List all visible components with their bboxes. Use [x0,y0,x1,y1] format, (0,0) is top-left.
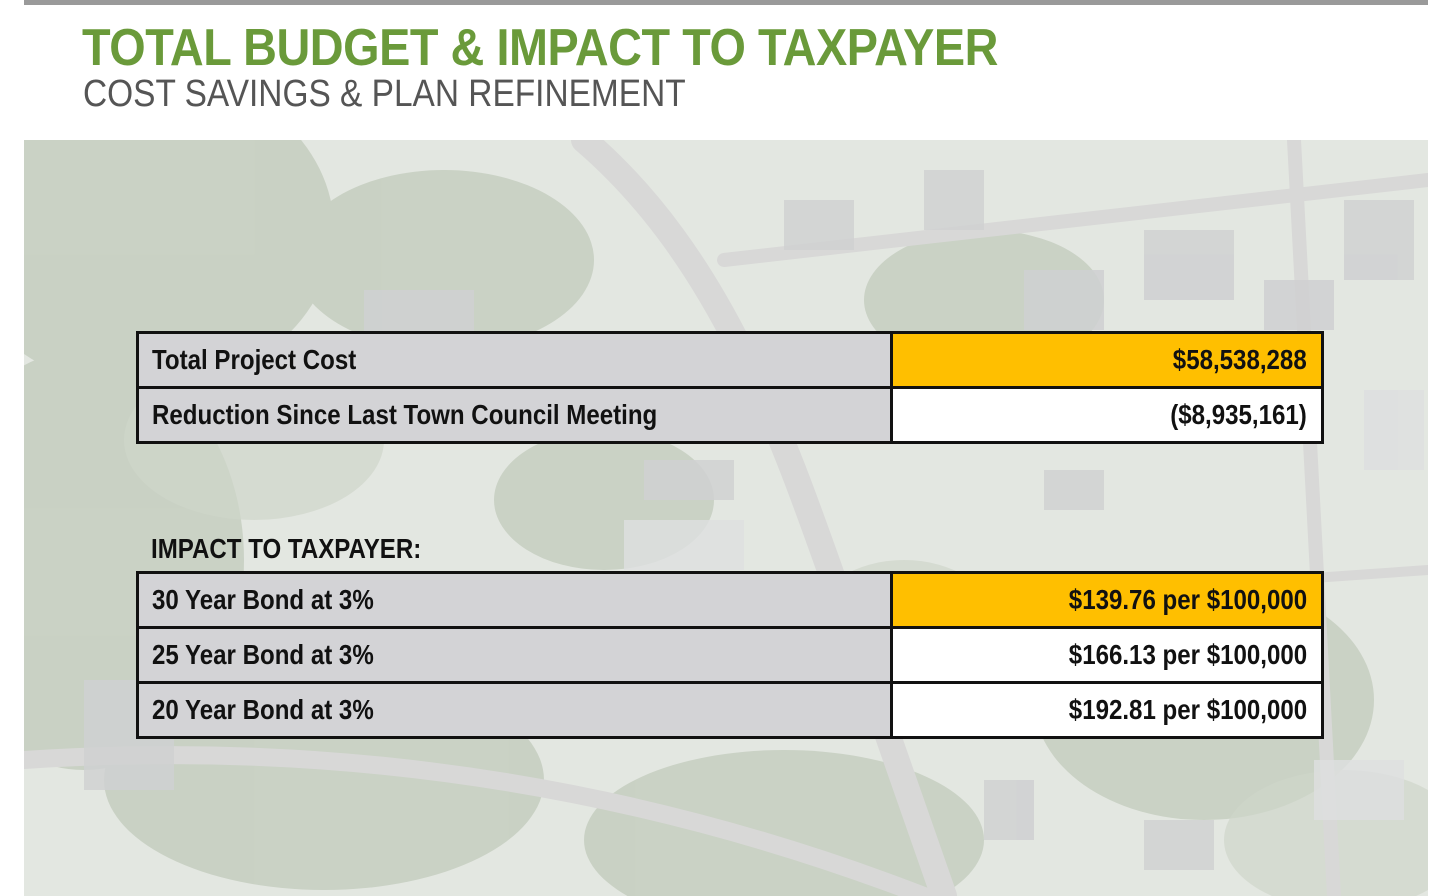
reduction-value: ($8,935,161) [1170,399,1307,430]
row-value-cell: $166.13 per $100,000 [893,629,1321,681]
table-row-25-year-bond: 25 Year Bond at 3% $166.13 per $100,000 [139,629,1321,684]
table-row-20-year-bond: 20 Year Bond at 3% $192.81 per $100,000 [139,684,1321,736]
budget-table: Total Project Cost $58,538,288 Reduction… [136,331,1324,444]
table-row-total-project-cost: Total Project Cost $58,538,288 [139,334,1321,389]
bond-25-label: 25 Year Bond at 3% [152,639,374,670]
table-row-30-year-bond: 30 Year Bond at 3% $139.76 per $100,000 [139,574,1321,629]
row-value-cell: ($8,935,161) [893,389,1321,441]
bond-20-label: 20 Year Bond at 3% [152,694,374,725]
aerial-map-background [24,140,1428,896]
top-rule [24,0,1428,5]
reduction-label: Reduction Since Last Town Council Meetin… [152,399,658,430]
table-row-reduction: Reduction Since Last Town Council Meetin… [139,389,1321,441]
impact-table: 30 Year Bond at 3% $139.76 per $100,000 … [136,571,1324,739]
row-value-cell: $192.81 per $100,000 [893,684,1321,736]
bond-30-label: 30 Year Bond at 3% [152,584,374,615]
map-wash-overlay [24,140,1428,896]
row-value-cell-highlighted: $139.76 per $100,000 [893,574,1321,626]
bond-30-value: $139.76 per $100,000 [1068,584,1307,615]
row-value-cell-highlighted: $58,538,288 [893,334,1321,386]
total-project-cost-label: Total Project Cost [152,344,357,375]
page-title: TOTAL BUDGET & IMPACT TO TAXPAYER [82,19,999,77]
total-project-cost-value: $58,538,288 [1173,344,1307,375]
row-label-cell: 30 Year Bond at 3% [139,574,893,626]
page-subtitle: COST SAVINGS & PLAN REFINEMENT [83,73,686,115]
row-label-cell: 25 Year Bond at 3% [139,629,893,681]
impact-heading: IMPACT TO TAXPAYER: [151,533,422,564]
bond-25-value: $166.13 per $100,000 [1068,639,1307,670]
bond-20-value: $192.81 per $100,000 [1068,694,1307,725]
row-label-cell: Reduction Since Last Town Council Meetin… [139,389,893,441]
row-label-cell: Total Project Cost [139,334,893,386]
row-label-cell: 20 Year Bond at 3% [139,684,893,736]
